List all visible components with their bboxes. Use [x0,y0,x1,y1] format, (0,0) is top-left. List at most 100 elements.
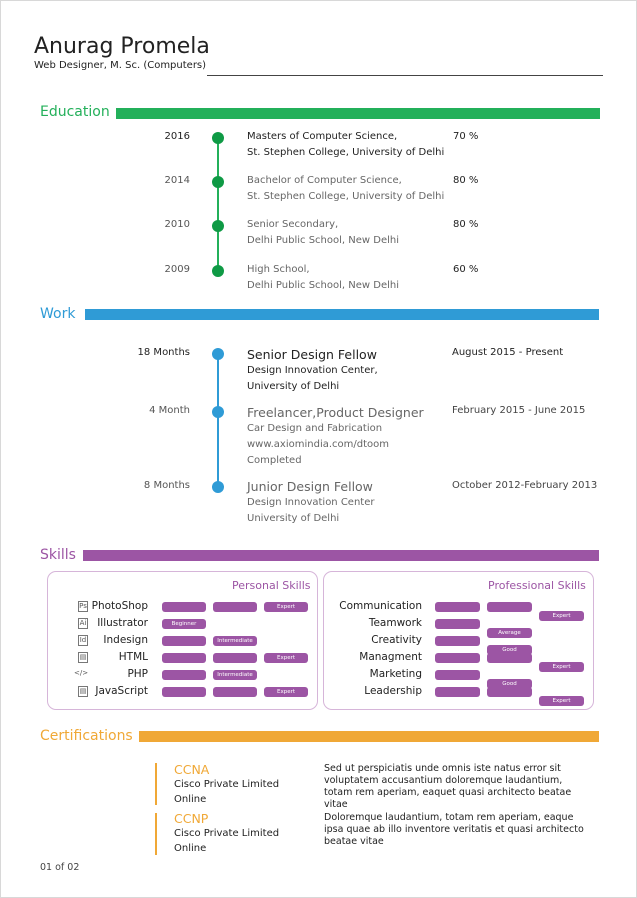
skill-name: Illustrator [97,617,148,629]
illustrator-icon: Ai [78,618,88,629]
skill-level-bar [435,602,480,612]
work-detail: Design Innovation Center, [247,365,378,376]
education-timeline [217,138,219,271]
education-institution: St. Stephen College, University of Delhi [247,191,445,202]
work-role: Freelancer,Product Designer [247,405,424,420]
certification-mode: Online [174,794,207,805]
work-detail: Design Innovation Center [247,497,375,508]
timeline-dot [212,220,224,232]
work-role: Senior Design Fellow [247,347,377,362]
education-year: 2014 [164,175,190,186]
work-dates: August 2015 - Present [452,347,564,358]
candidate-subtitle: Web Designer, M. Sc. (Computers) [34,60,207,71]
skill-level-label: Expert [276,655,296,661]
skill-name: Teamwork [368,617,422,629]
education-institution: St. Stephen College, University of Delhi [247,147,445,158]
personal-skills-heading: Personal Skills [232,579,311,592]
work-detail: www.axiomindia.com/dtoom [247,439,390,450]
skill-name: Communication [339,600,422,612]
skill-level-bar [213,602,257,612]
professional-skills-heading: Professional Skills [488,579,586,592]
skill-level-bar [487,653,532,663]
education-score: 60 % [453,264,479,275]
skill-level-bar [162,653,206,663]
skill-level-bar: Expert [264,653,308,663]
skill-name: Creativity [371,634,422,646]
skill-name: JavaScript [95,685,148,697]
skill-level-label: Good [502,647,517,653]
certifications-bar [139,731,599,742]
skill-level-bar [435,636,480,646]
certification-name: CCNP [174,811,209,826]
work-title: Work [40,306,76,322]
code-icon: </> [74,669,89,677]
skill-level-bar: Intermediate [213,670,257,680]
skill-level-bar [213,653,257,663]
skill-level-bar: Expert [264,602,308,612]
skill-level-label: Expert [552,664,571,670]
skill-level-bar [435,619,480,629]
skill-level-bar [487,687,532,697]
work-detail: Car Design and Fabrication [247,423,383,434]
skill-level-bar [162,687,206,697]
skill-level-bar [213,687,257,697]
certification-mode: Online [174,843,207,854]
professional-skills-panel [323,571,594,710]
work-timeline [217,354,219,488]
skill-level-label: Intermediate [217,672,253,678]
skills-title: Skills [40,547,76,563]
education-degree: High School, [247,264,310,275]
skill-level-bar [162,670,206,680]
skill-level-label: Expert [552,698,571,704]
personal-skills-panel [47,571,318,710]
skill-level-label: Average [498,630,521,636]
work-duration: 8 Months [143,480,190,491]
certification-description: Doloremque laudantium, totam rem aperiam… [324,812,584,847]
skill-name: HTML [118,651,148,663]
education-score: 80 % [453,219,479,230]
education-institution: Delhi Public School, New Delhi [247,235,399,246]
work-dates: February 2015 - June 2015 [452,405,586,416]
page-number: 01 of 02 [40,862,80,873]
skill-level-bar: Intermediate [213,636,257,646]
education-bar [116,108,600,119]
certifications-title: Certifications [40,728,133,744]
timeline-dot [212,176,224,188]
education-degree: Bachelor of Computer Science, [247,175,402,186]
timeline-dot [212,265,224,277]
education-degree: Masters of Computer Science, [247,131,398,142]
skill-level-label: Good [502,681,517,687]
skill-name: PhotoShop [91,600,148,612]
certification-org: Cisco Private Limited [174,828,280,839]
education-year: 2009 [164,264,190,275]
timeline-dot [212,481,224,493]
skill-level-bar [162,602,206,612]
work-detail: Completed [247,455,302,466]
work-duration: 4 Month [149,405,190,416]
skill-level-bar [162,636,206,646]
candidate-name: Anurag Promela [34,34,210,59]
skill-name: Marketing [369,668,422,680]
timeline-dot [212,348,224,360]
education-year: 2010 [164,219,190,230]
skill-level-label: Expert [276,604,296,610]
javascript-icon: ▤ [78,686,88,697]
work-duration: 18 Months [137,347,190,358]
skill-level-bar: Beginner [162,619,206,629]
education-title: Education [40,104,110,120]
timeline-dot [212,132,224,144]
work-role: Junior Design Fellow [247,479,373,494]
skill-name: Leadership [364,685,422,697]
certification-description: Sed ut perspiciatis unde omnis iste natu… [324,763,572,810]
skill-level-bar: Good [487,679,532,689]
certification-name: CCNA [174,762,210,777]
certification-marker [155,813,157,855]
skill-level-bar: Expert [539,611,584,621]
skill-level-bar [435,670,480,680]
header-divider [207,75,603,76]
indesign-icon: Id [78,635,88,646]
skill-level-bar: Expert [264,687,308,697]
photoshop-icon: Ps [78,601,88,612]
certification-marker [155,763,157,805]
